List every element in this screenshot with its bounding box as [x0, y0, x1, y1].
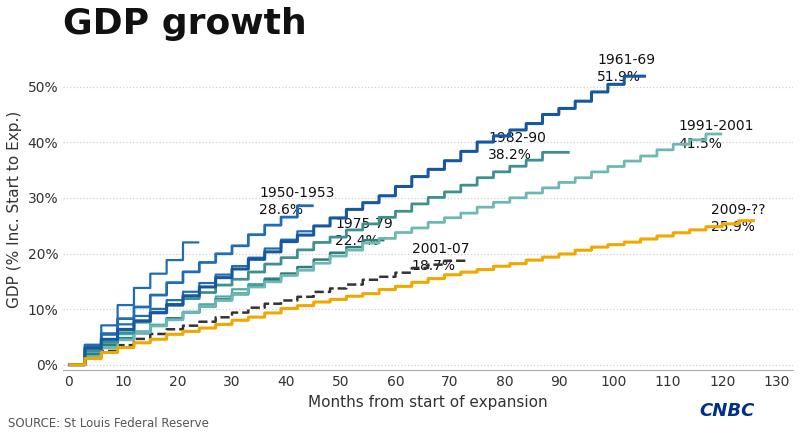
X-axis label: Months from start of expansion: Months from start of expansion: [308, 395, 548, 410]
Text: 1982-90
38.2%: 1982-90 38.2%: [488, 131, 546, 162]
Text: SOURCE: St Louis Federal Reserve: SOURCE: St Louis Federal Reserve: [8, 417, 209, 430]
Text: 1961-69
51.9%: 1961-69 51.9%: [597, 53, 655, 84]
Text: 1991-2001
41.5%: 1991-2001 41.5%: [678, 119, 754, 151]
Text: GDP growth: GDP growth: [63, 7, 307, 41]
Text: 2009-??
25.9%: 2009-?? 25.9%: [711, 203, 766, 234]
Y-axis label: GDP (% Inc. Start to Exp.): GDP (% Inc. Start to Exp.): [7, 110, 22, 308]
Text: 1950-1953
28.6%: 1950-1953 28.6%: [259, 186, 334, 217]
Text: CNBC: CNBC: [700, 402, 755, 421]
Text: 1975-79
22.4%: 1975-79 22.4%: [335, 217, 394, 248]
Text: 2001-07
18.7%: 2001-07 18.7%: [412, 242, 470, 273]
